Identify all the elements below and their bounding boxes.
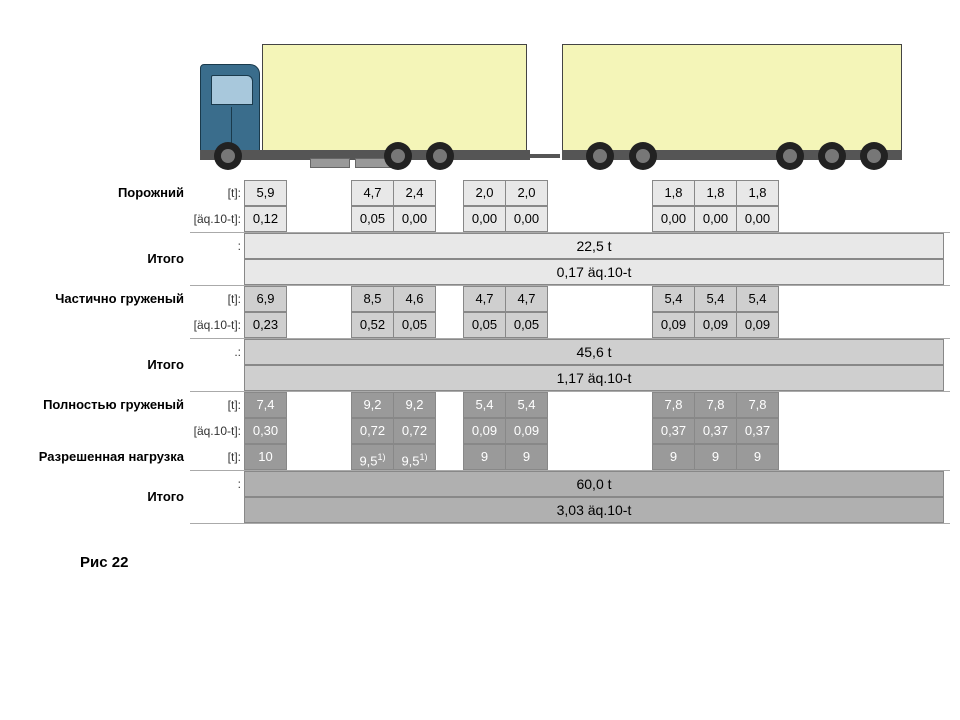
cell: 9,51) xyxy=(393,444,436,470)
truck-body-2 xyxy=(562,44,902,152)
cell: 0,52 xyxy=(351,312,394,338)
cell: 9,2 xyxy=(393,392,436,418)
cell: 7,4 xyxy=(244,392,287,418)
cell: 7,8 xyxy=(694,392,737,418)
cell: 10 xyxy=(244,444,287,470)
cell: 1,8 xyxy=(736,180,779,206)
wheel-1 xyxy=(214,142,242,170)
truck-body-1 xyxy=(262,44,527,152)
wheel-2 xyxy=(384,142,412,170)
axle-load-table: Порожний [t]: 5,9 4,7 2,4 2,0 2,0 1,8 1,… xyxy=(10,180,950,524)
wheel-4 xyxy=(586,142,614,170)
cell: 4,7 xyxy=(463,286,506,312)
cell: 0,09 xyxy=(463,418,506,444)
cell: 0,09 xyxy=(652,312,695,338)
cell: 4,7 xyxy=(351,180,394,206)
cell: 5,4 xyxy=(652,286,695,312)
row-partial-aq: [äq.10-t]: 0,23 0,52 0,05 0,05 0,05 0,09… xyxy=(10,312,950,338)
wheel-7 xyxy=(818,142,846,170)
total-bar: 0,17 äq.10-t xyxy=(244,259,944,285)
total-bar: 45,6 t xyxy=(244,339,944,365)
total-bar: 1,17 äq.10-t xyxy=(244,365,944,391)
wheel-5 xyxy=(629,142,657,170)
cell: 0,00 xyxy=(694,206,737,232)
cell: 8,5 xyxy=(351,286,394,312)
cell: 7,8 xyxy=(652,392,695,418)
cell: 0,05 xyxy=(351,206,394,232)
cell: 9,51) xyxy=(351,444,394,470)
label-total: Итого xyxy=(10,233,190,259)
cell: 0,30 xyxy=(244,418,287,444)
cell: 9 xyxy=(736,444,779,470)
cell: 2,0 xyxy=(463,180,506,206)
total-bar: 60,0 t xyxy=(244,471,944,497)
wheel-6 xyxy=(776,142,804,170)
unit-aq: [äq.10-t]: xyxy=(190,206,245,232)
row-permitted: Разрешенная нагрузка [t]: 10 9,51) 9,51)… xyxy=(10,444,950,470)
cell: 0,12 xyxy=(244,206,287,232)
cell: 4,6 xyxy=(393,286,436,312)
row-full-aq: [äq.10-t]: 0,30 0,72 0,72 0,09 0,09 0,37… xyxy=(10,418,950,444)
cell: 1,8 xyxy=(694,180,737,206)
cell: 5,4 xyxy=(736,286,779,312)
cell: 0,00 xyxy=(652,206,695,232)
row-full-total-aq: 3,03 äq.10-t xyxy=(10,497,950,523)
cell: 0,72 xyxy=(393,418,436,444)
truck-cab xyxy=(200,64,260,152)
cell: 5,4 xyxy=(505,392,548,418)
cell: 0,37 xyxy=(736,418,779,444)
cell: 6,9 xyxy=(244,286,287,312)
underbox-1 xyxy=(310,158,350,168)
cell: 0,00 xyxy=(736,206,779,232)
row-full-total-t: Итого : 60,0 t xyxy=(10,471,950,497)
wheel-3 xyxy=(426,142,454,170)
cell: 2,4 xyxy=(393,180,436,206)
hitch xyxy=(530,154,560,158)
cell: 0,00 xyxy=(463,206,506,232)
row-partial-total-aq: 1,17 äq.10-t xyxy=(10,365,950,391)
cell: 0,05 xyxy=(393,312,436,338)
row-partial-t: Частично груженый [t]: 6,9 8,5 4,6 4,7 4… xyxy=(10,286,950,312)
cell: 0,09 xyxy=(736,312,779,338)
cell: 9,2 xyxy=(351,392,394,418)
cell: 5,4 xyxy=(463,392,506,418)
cell: 9 xyxy=(463,444,506,470)
cell: 9 xyxy=(694,444,737,470)
figure-caption: Рис 22 xyxy=(80,554,950,571)
cell: 9 xyxy=(652,444,695,470)
cell: 2,0 xyxy=(505,180,548,206)
cell: 0,05 xyxy=(463,312,506,338)
total-bar: 3,03 äq.10-t xyxy=(244,497,944,523)
cell: 9 xyxy=(505,444,548,470)
cell: 4,7 xyxy=(505,286,548,312)
cell: 0,05 xyxy=(505,312,548,338)
label-partial: Частично груженый xyxy=(10,286,190,312)
row-partial-total-t: Итого .: 45,6 t xyxy=(10,339,950,365)
row-full-t: Полностью груженый [t]: 7,4 9,2 9,2 5,4 … xyxy=(10,392,950,418)
total-bar: 22,5 t xyxy=(244,233,944,259)
wheel-8 xyxy=(860,142,888,170)
label-empty: Порожний xyxy=(10,180,190,206)
cell: 0,00 xyxy=(505,206,548,232)
row-empty-aq: [äq.10-t]: 0,12 0,05 0,00 0,00 0,00 0,00… xyxy=(10,206,950,232)
label-permitted: Разрешенная нагрузка xyxy=(10,444,190,470)
cell: 7,8 xyxy=(736,392,779,418)
cell: 1,8 xyxy=(652,180,695,206)
cell: 0,37 xyxy=(694,418,737,444)
cell: 5,4 xyxy=(694,286,737,312)
cell: 0,72 xyxy=(351,418,394,444)
cell: 0,00 xyxy=(393,206,436,232)
cell: 0,09 xyxy=(505,418,548,444)
row-empty-t: Порожний [t]: 5,9 4,7 2,4 2,0 2,0 1,8 1,… xyxy=(10,180,950,206)
cell: 5,9 xyxy=(244,180,287,206)
row-empty-total-aq: 0,17 äq.10-t xyxy=(10,259,950,285)
truck-diagram xyxy=(190,20,950,170)
row-empty-total-t: Итого : 22,5 t xyxy=(10,233,950,259)
unit-t: [t]: xyxy=(190,180,245,206)
label-full: Полностью груженый xyxy=(10,392,190,418)
cell: 0,09 xyxy=(694,312,737,338)
cell: 0,37 xyxy=(652,418,695,444)
cell: 0,23 xyxy=(244,312,287,338)
